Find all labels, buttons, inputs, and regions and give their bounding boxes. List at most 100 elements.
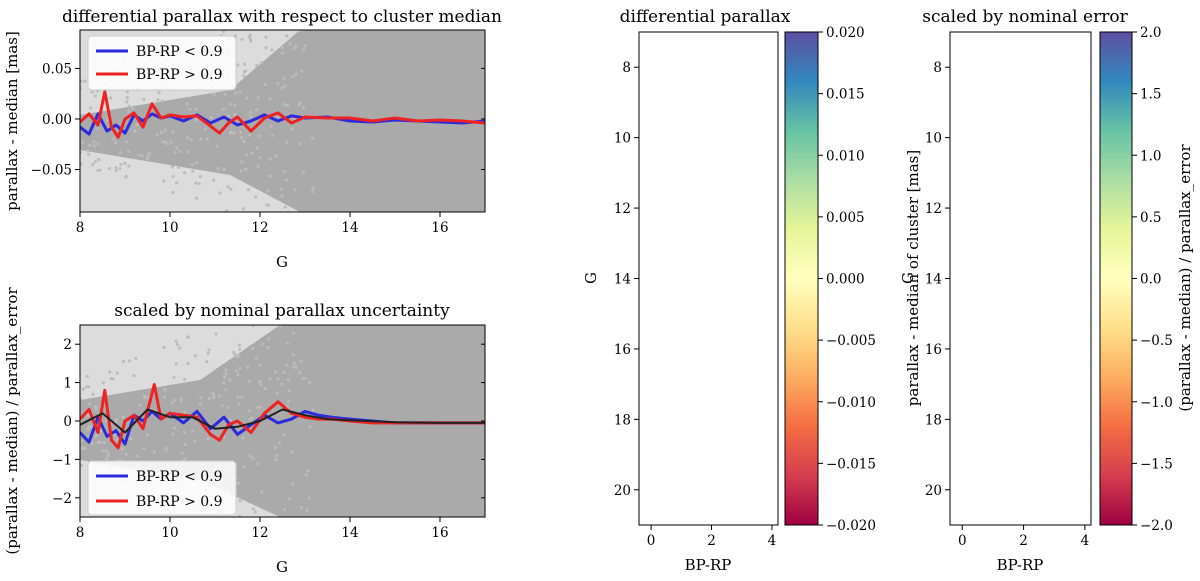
scatter-point	[134, 356, 138, 361]
scatter-point	[263, 386, 267, 391]
y-tick-label: 0.05	[42, 61, 72, 77]
scatter-point	[172, 375, 176, 379]
legend-label-blue: BP-RP < 0.9	[136, 469, 223, 485]
y-tick-label: 16	[614, 342, 631, 358]
scatter-point	[185, 335, 190, 339]
scatter-point	[290, 127, 294, 131]
scatter-point	[283, 205, 287, 209]
scatter-point	[308, 425, 312, 429]
heatmap-background	[639, 32, 778, 525]
scatter-point	[229, 187, 233, 191]
scatter-point	[127, 359, 132, 363]
scatter-point	[285, 34, 289, 38]
scatter-point	[305, 508, 309, 512]
scatter-point	[237, 514, 242, 517]
scatter-point	[301, 537, 304, 540]
scatter-point	[282, 102, 286, 107]
scatter-point	[189, 137, 194, 142]
scatter-point	[286, 399, 291, 404]
scatter-point	[280, 193, 284, 198]
scatter-point	[255, 108, 259, 112]
scatter-point	[120, 447, 124, 451]
scatter-point	[247, 409, 251, 413]
scatter-point	[273, 446, 277, 450]
colorbar-tick-label: 1.5	[1140, 87, 1161, 103]
scatter-point	[146, 153, 150, 157]
scatter-point	[89, 106, 93, 110]
y-tick-label: 16	[925, 342, 942, 358]
scatter-point	[296, 294, 299, 297]
scatter-point	[290, 450, 294, 454]
scatter-point	[162, 179, 166, 183]
scatter-point	[255, 64, 259, 68]
scatter-point	[172, 426, 177, 430]
x-tick-label: 8	[76, 525, 85, 541]
scatter-point	[207, 348, 211, 352]
colorbar-label: (parallax - median) / parallax_error	[1176, 144, 1194, 412]
scatter-point	[273, 370, 278, 374]
scatter-point	[232, 350, 236, 355]
y-axis-label: (parallax - median) / parallax_error	[3, 287, 21, 555]
heatmap-background	[950, 32, 1091, 525]
scatter-point	[216, 166, 220, 170]
scatter-point	[226, 185, 230, 189]
scatter-point	[268, 174, 272, 178]
scatter-point	[222, 107, 226, 111]
y-axis-label: G	[582, 272, 600, 284]
legend-label-red: BP-RP > 0.9	[136, 67, 223, 83]
scatter-point	[258, 363, 262, 367]
scatter-point	[137, 153, 141, 157]
scatter-point	[212, 178, 216, 182]
scatter-point	[115, 371, 120, 375]
scatter-point	[301, 48, 306, 52]
scatter-point	[256, 96, 260, 100]
scatter-point	[96, 127, 100, 131]
scatter-point	[240, 321, 243, 324]
colorbar-tick-label: −2.0	[1140, 518, 1173, 534]
scatter-point	[291, 331, 296, 335]
scatter-point	[90, 90, 94, 94]
scatter-point	[96, 141, 100, 146]
scatter-point	[108, 370, 112, 374]
scatter-point	[275, 391, 279, 395]
colorbar-tick-label: −0.015	[826, 456, 876, 472]
y-tick-label: 8	[933, 60, 942, 76]
scatter-point	[307, 380, 312, 385]
scatter-point	[190, 429, 195, 433]
scatter-point	[258, 405, 262, 409]
y-tick-label: 1	[63, 376, 72, 392]
scatter-point	[286, 378, 290, 382]
scatter-point	[297, 101, 302, 105]
scatter-point	[106, 118, 110, 122]
y-tick-label: 2	[63, 337, 72, 353]
scatter-point	[198, 174, 203, 179]
colorbar	[784, 31, 819, 526]
scatter-point	[266, 188, 270, 193]
scatter-point	[206, 351, 210, 356]
scatter-point	[92, 140, 96, 144]
scatter-point	[291, 364, 296, 369]
scatter-point	[132, 374, 136, 378]
scatter-point	[143, 396, 147, 400]
scatter-point	[87, 402, 92, 406]
scatter-point	[114, 419, 118, 423]
scatter-point	[284, 140, 289, 144]
x-tick-label: 4	[768, 533, 777, 549]
scatter-point	[224, 372, 228, 376]
scatter-point	[163, 128, 167, 132]
scatter-point	[126, 149, 131, 153]
scatter-point	[145, 433, 149, 437]
scatter-point	[127, 104, 131, 108]
scatter-point	[214, 332, 218, 336]
scatter-point	[121, 415, 125, 419]
scatter-point	[80, 447, 84, 451]
scatter-point	[287, 389, 291, 393]
scatter-point	[86, 148, 90, 153]
scatter-point	[176, 342, 180, 346]
y-tick-label: 18	[925, 412, 942, 428]
scatter-point	[88, 143, 92, 147]
scatter-point	[242, 62, 247, 66]
scatter-point	[174, 362, 178, 366]
scatter-point	[260, 60, 264, 65]
chart-title: differential parallax	[620, 7, 791, 27]
